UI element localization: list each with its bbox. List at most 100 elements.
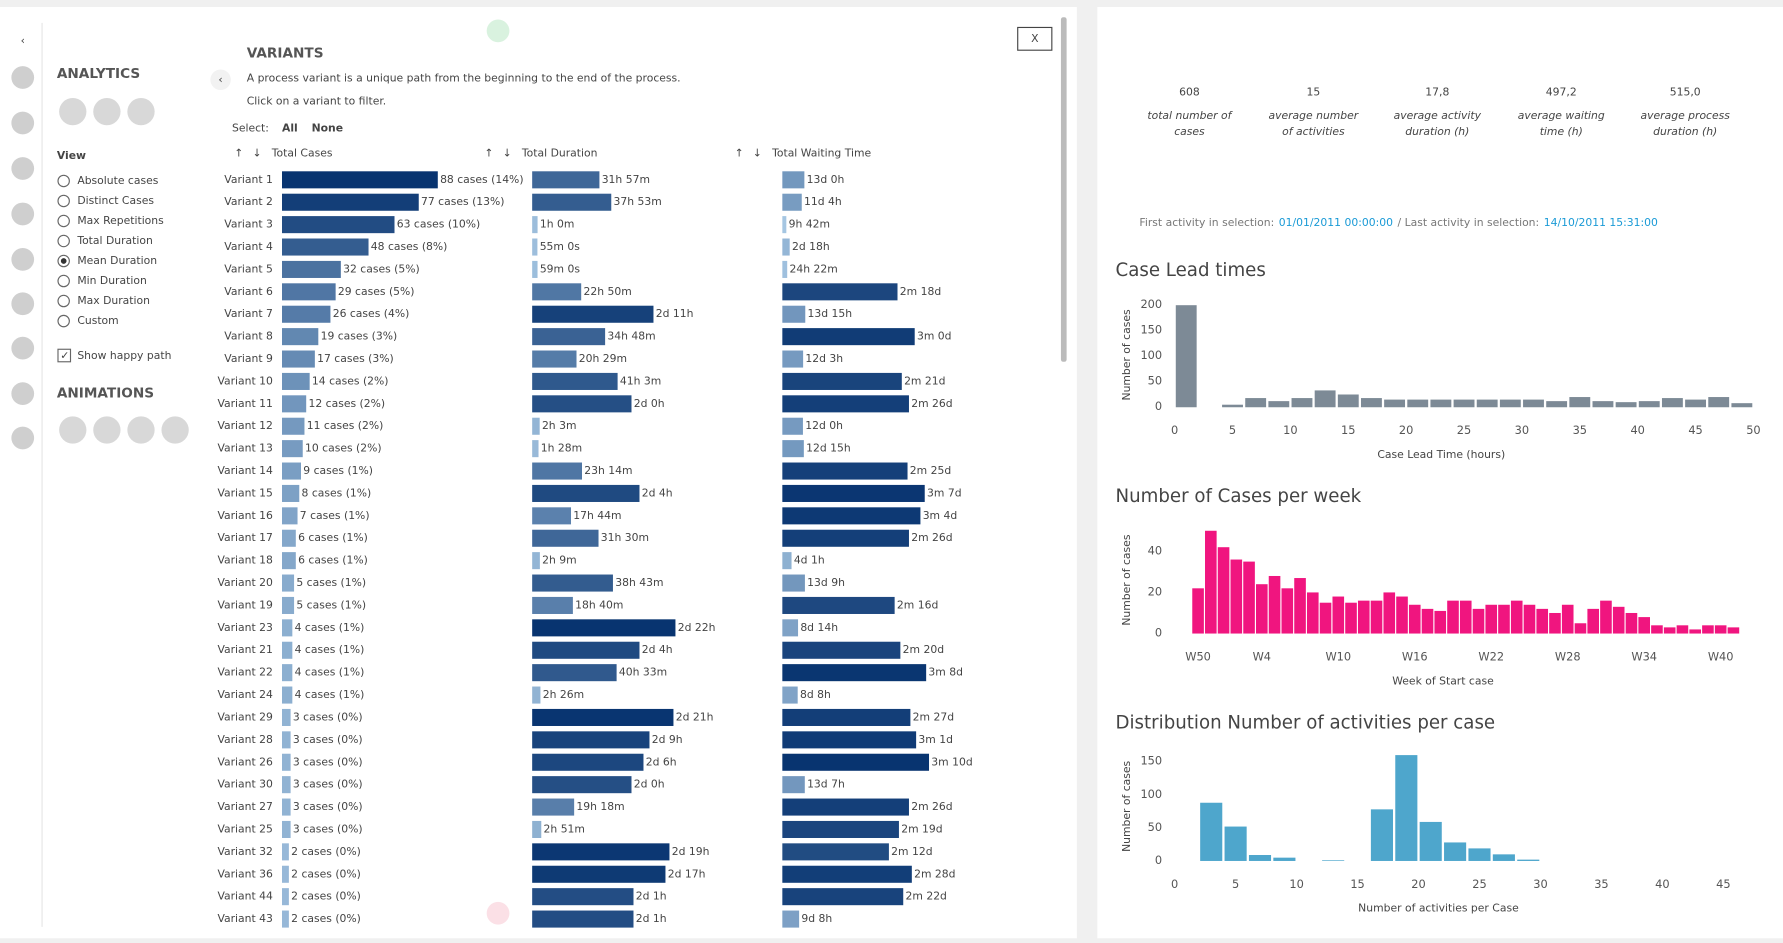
select-none[interactable]: None xyxy=(312,122,343,135)
analytics-icons[interactable] xyxy=(59,97,155,126)
close-button[interactable] xyxy=(1017,26,1053,51)
radio[interactable] xyxy=(57,214,70,228)
variant-name[interactable]: Variant 1 xyxy=(224,173,273,186)
x-tick-label: 15 xyxy=(1350,877,1364,891)
bar-label: 6 cases (1%) xyxy=(298,554,368,567)
x-tick-label: 15 xyxy=(1341,423,1355,437)
radio-label: Distinct Cases xyxy=(77,194,154,207)
radio[interactable] xyxy=(57,174,70,188)
variant-name[interactable]: Variant 8 xyxy=(224,330,273,343)
variant-name[interactable]: Variant 25 xyxy=(217,822,272,835)
variant-name[interactable]: Variant 24 xyxy=(217,688,273,701)
variant-bar xyxy=(532,395,632,413)
variant-name[interactable]: Variant 27 xyxy=(217,800,272,813)
histogram-bar xyxy=(1200,802,1223,861)
close-label: X xyxy=(1031,32,1039,45)
x-tick-label: 25 xyxy=(1472,877,1486,891)
variant-bar xyxy=(532,552,540,570)
variant-bar xyxy=(282,731,291,749)
variant-name[interactable]: Variant 14 xyxy=(217,464,273,477)
variant-name[interactable]: Variant 4 xyxy=(224,240,273,253)
variant-name[interactable]: Variant 20 xyxy=(217,576,273,589)
radio[interactable] xyxy=(57,314,70,328)
variant-name[interactable]: Variant 32 xyxy=(217,845,272,858)
variant-bar xyxy=(532,686,541,704)
variant-name[interactable]: Variant 13 xyxy=(217,442,272,455)
variant-bar xyxy=(782,888,904,906)
bar-label: 17 cases (3%) xyxy=(317,352,394,365)
variant-name[interactable]: Variant 17 xyxy=(217,531,272,544)
x-tick-label: 35 xyxy=(1594,877,1608,891)
bar xyxy=(1447,600,1459,634)
variant-name[interactable]: Variant 15 xyxy=(217,486,272,499)
histogram-bar xyxy=(1384,399,1406,408)
variant-bar xyxy=(532,193,612,211)
variant-name[interactable]: Variant 44 xyxy=(217,890,273,903)
bar-label: 38h 43m xyxy=(615,576,663,589)
variant-bar xyxy=(282,350,315,368)
variant-name[interactable]: Variant 16 xyxy=(217,509,273,522)
radio-label: Custom xyxy=(77,314,118,327)
variant-name[interactable]: Variant 30 xyxy=(217,778,273,791)
histogram-bar xyxy=(1222,404,1243,408)
x-tick-label: 0 xyxy=(1171,877,1178,891)
x-tick-label: W4 xyxy=(1253,649,1271,663)
kpi-label: time (h) xyxy=(1540,125,1583,138)
sort-down[interactable]: ↓ xyxy=(252,147,261,160)
kpi-value: 15 xyxy=(1306,85,1320,98)
variant-bar xyxy=(282,507,298,525)
sort-up[interactable]: ↑ xyxy=(735,147,744,160)
scrollbar[interactable] xyxy=(1060,17,1067,362)
sort-up[interactable]: ↑ xyxy=(234,147,243,160)
variant-name[interactable]: Variant 3 xyxy=(224,218,273,231)
variant-bar xyxy=(532,484,640,502)
variant-name[interactable]: Variant 43 xyxy=(217,912,272,925)
radio[interactable] xyxy=(57,274,70,288)
variant-bar xyxy=(782,664,927,682)
variant-name[interactable]: Variant 5 xyxy=(224,262,273,275)
variant-bar xyxy=(532,731,650,749)
variant-bar xyxy=(782,238,790,256)
variant-name[interactable]: Variant 29 xyxy=(217,710,273,723)
histogram-bar xyxy=(1638,401,1660,408)
variant-name[interactable]: Variant 11 xyxy=(217,397,272,410)
variant-name[interactable]: Variant 18 xyxy=(217,554,273,567)
variant-name[interactable]: Variant 22 xyxy=(217,666,272,679)
bar-label: 6 cases (1%) xyxy=(298,531,368,544)
animation-buttons[interactable] xyxy=(59,416,189,444)
variant-name[interactable]: Variant 23 xyxy=(217,621,272,634)
bar-label: 4d 1h xyxy=(794,554,825,567)
x-tick-label: 25 xyxy=(1457,423,1471,437)
bar xyxy=(1574,623,1587,634)
histogram-bar xyxy=(1419,821,1442,861)
variant-name[interactable]: Variant 12 xyxy=(217,419,272,432)
variant-name[interactable]: Variant 28 xyxy=(217,733,273,746)
variant-name[interactable]: Variant 19 xyxy=(217,598,273,611)
collapse-button[interactable] xyxy=(210,69,231,90)
chart-title: Number of Cases per week xyxy=(1116,486,1362,507)
variant-name[interactable]: Variant 6 xyxy=(224,285,273,298)
radio[interactable] xyxy=(57,294,70,308)
back-button[interactable]: ‹ xyxy=(21,34,25,47)
radio-label: Max Repetitions xyxy=(77,214,164,227)
variant-name[interactable]: Variant 7 xyxy=(224,307,273,320)
sort-up[interactable]: ↑ xyxy=(484,147,493,160)
sort-down[interactable]: ↓ xyxy=(753,147,762,160)
sort-down[interactable]: ↓ xyxy=(503,147,512,160)
x-tick-label: W28 xyxy=(1555,649,1581,663)
select-all[interactable]: All xyxy=(282,122,298,135)
variant-name[interactable]: Variant 10 xyxy=(217,374,273,387)
bar-label: 8 cases (1%) xyxy=(302,486,372,499)
variant-name[interactable]: Variant 26 xyxy=(217,755,273,768)
variant-name[interactable]: Variant 21 xyxy=(217,643,272,656)
variant-bar xyxy=(282,193,419,211)
checkbox[interactable] xyxy=(57,348,72,363)
variant-name[interactable]: Variant 2 xyxy=(224,195,273,208)
variant-name[interactable]: Variant 9 xyxy=(224,352,273,365)
variant-bar xyxy=(282,462,302,480)
radio[interactable] xyxy=(57,194,70,208)
bar-label: 3m 0d xyxy=(917,330,952,343)
y-tick-label: 20 xyxy=(1148,584,1162,598)
variant-name[interactable]: Variant 36 xyxy=(217,867,273,880)
radio[interactable] xyxy=(57,234,70,248)
